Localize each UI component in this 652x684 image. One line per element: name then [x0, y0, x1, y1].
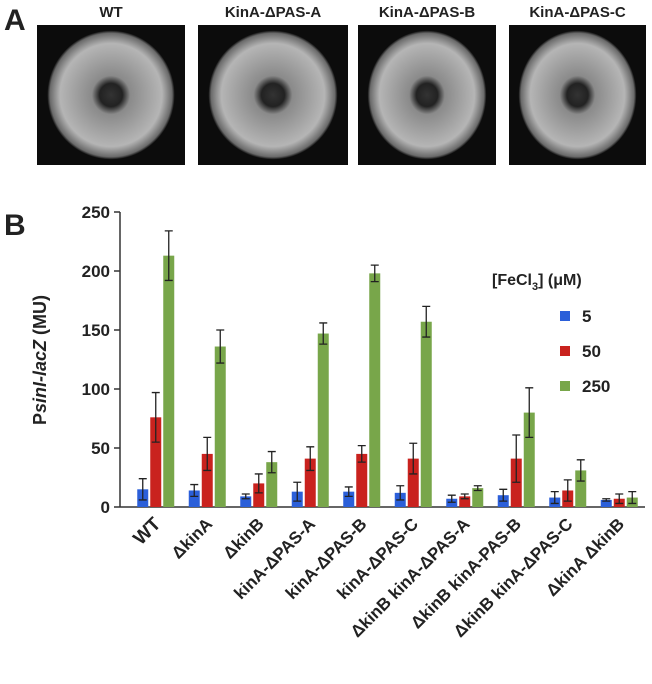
y-tick-label: 50: [91, 439, 110, 458]
bar: [150, 417, 162, 507]
bar: [163, 255, 175, 507]
panel-label: B: [4, 209, 26, 242]
bar: [201, 453, 213, 507]
bar: [356, 453, 368, 507]
legend-title-part: ] (μM): [538, 272, 582, 289]
y-axis-label-part: P: [30, 413, 50, 425]
error-bar: [409, 442, 418, 475]
error-bar: [525, 387, 534, 439]
bar: [369, 273, 381, 507]
y-axis-label-part: sinI-lacZ: [30, 339, 50, 413]
error-bar: [241, 493, 250, 500]
bar: [407, 458, 419, 507]
bar: [523, 412, 535, 507]
bar: [304, 458, 316, 507]
bar: [459, 496, 471, 507]
bar: [472, 488, 484, 507]
bar: [575, 470, 587, 507]
x-tick-label: ΔkinA: [168, 514, 216, 562]
error-bar: [422, 305, 431, 338]
y-tick-label: 100: [82, 380, 110, 399]
error-bar: [216, 329, 225, 364]
error-bar: [151, 391, 160, 443]
colony: [518, 30, 637, 160]
bar: [420, 321, 432, 507]
error-bar: [499, 488, 508, 502]
x-tick-label: ΔkinB: [219, 514, 267, 562]
bar: [317, 333, 329, 507]
x-tick-label: WT: [130, 513, 166, 549]
error-bar: [576, 459, 585, 482]
image-label: KinA-ΔPAS-A: [225, 4, 321, 21]
y-tick-label: 150: [82, 321, 110, 340]
error-bar: [164, 230, 173, 282]
legend-label: 5: [582, 307, 591, 326]
legend-swatch: [560, 381, 570, 391]
error-bar: [138, 478, 147, 501]
error-bar: [512, 434, 521, 483]
bar: [240, 496, 252, 507]
error-bar: [293, 481, 302, 502]
bar: [188, 490, 200, 507]
legend-title: [FeCl3] (μM): [492, 272, 582, 293]
colony: [47, 30, 175, 160]
panel-label: A: [4, 4, 26, 37]
image-label: KinA-ΔPAS-C: [529, 4, 625, 21]
error-bar: [203, 436, 212, 472]
error-bar: [370, 264, 379, 283]
legend-title-part: 3: [532, 281, 538, 293]
error-bar: [615, 493, 624, 505]
legend-swatch: [560, 311, 570, 321]
bar: [343, 491, 355, 507]
colony: [367, 30, 487, 160]
y-axis-label: PsinI-lacZ (MU): [30, 295, 50, 425]
error-bar: [550, 491, 559, 505]
legend-label: 250: [582, 377, 610, 396]
y-tick-label: 250: [82, 203, 110, 222]
y-tick-label: 200: [82, 262, 110, 281]
y-tick-label: 0: [101, 498, 110, 517]
error-bar: [473, 485, 482, 492]
error-bar: [628, 491, 637, 505]
error-bar: [267, 450, 276, 474]
bar: [214, 346, 226, 507]
error-bar: [344, 486, 353, 498]
image-label: WT: [99, 4, 122, 21]
error-bar: [460, 493, 469, 500]
error-bar: [563, 479, 572, 502]
legend-label: 50: [582, 342, 601, 361]
legend-swatch: [560, 346, 570, 356]
error-bar: [319, 322, 328, 345]
error-bar: [254, 473, 263, 494]
legend-title-part: [FeCl: [492, 272, 532, 289]
error-bar: [190, 483, 199, 498]
colony: [208, 30, 338, 160]
bar: [266, 462, 278, 507]
y-axis-label-part: (MU): [30, 295, 50, 335]
error-bar: [447, 494, 456, 503]
error-bar: [396, 485, 405, 501]
image-label: KinA-ΔPAS-B: [379, 4, 475, 21]
bar: [600, 499, 612, 507]
error-bar: [357, 444, 366, 463]
error-bar: [306, 446, 315, 472]
bar: [253, 483, 265, 507]
error-bar: [602, 498, 611, 502]
